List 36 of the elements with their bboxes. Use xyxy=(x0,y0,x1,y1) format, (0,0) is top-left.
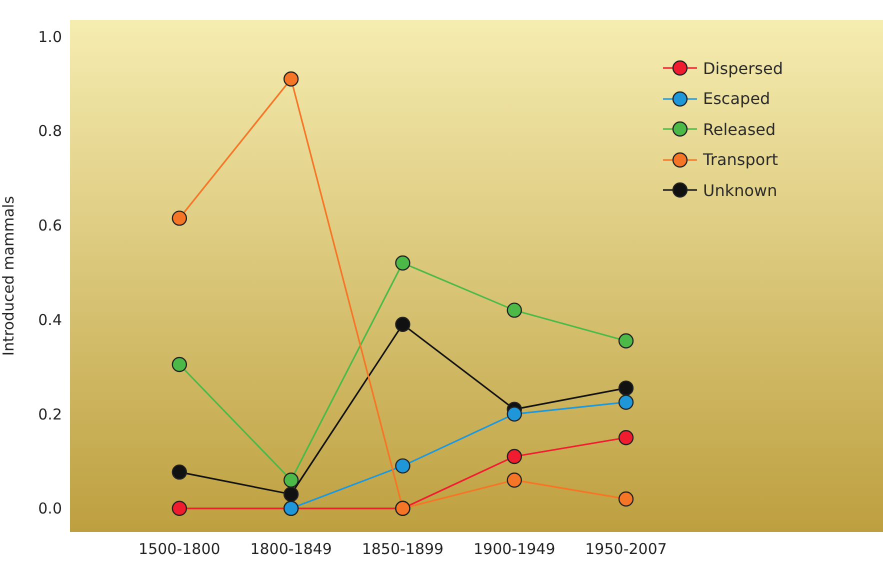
point xyxy=(172,464,188,480)
y-tick-label: 1.0 xyxy=(38,28,62,46)
x-tick-label: 1800-1849 xyxy=(250,540,332,558)
point xyxy=(172,210,188,226)
point xyxy=(618,394,634,410)
point xyxy=(283,472,299,488)
point xyxy=(618,380,634,396)
y-tick-label: 0.6 xyxy=(38,216,62,235)
legend-label: Transport xyxy=(702,150,778,170)
point xyxy=(172,500,188,516)
point xyxy=(506,472,522,488)
legend-label: Released xyxy=(702,120,776,139)
legend-label: Unknown xyxy=(702,180,778,200)
y-tick-label: 0.4 xyxy=(38,310,62,329)
point xyxy=(395,316,410,332)
y-tick-label: 0.0 xyxy=(38,500,62,518)
y-tick-label: 0.8 xyxy=(38,122,62,140)
point xyxy=(618,430,634,446)
point xyxy=(172,356,188,372)
legend-label: Dispersed xyxy=(702,58,783,78)
x-tick-label: 1900-1949 xyxy=(473,540,556,558)
x-tick-label: 1500-1800 xyxy=(138,540,220,558)
point xyxy=(618,491,634,507)
point xyxy=(618,333,634,348)
x-tick-label: 1950-2007 xyxy=(585,540,667,558)
point xyxy=(506,448,522,464)
point xyxy=(506,406,522,422)
point xyxy=(283,486,299,502)
x-tick-label: 1850-1899 xyxy=(362,540,444,558)
point xyxy=(506,302,522,318)
y-tick-label: 0.2 xyxy=(38,405,62,424)
point xyxy=(283,71,299,87)
y-axis-title: Introduced mammals xyxy=(0,196,18,356)
legend-label: Escaped xyxy=(702,89,770,108)
point xyxy=(395,255,410,271)
point xyxy=(395,458,410,474)
